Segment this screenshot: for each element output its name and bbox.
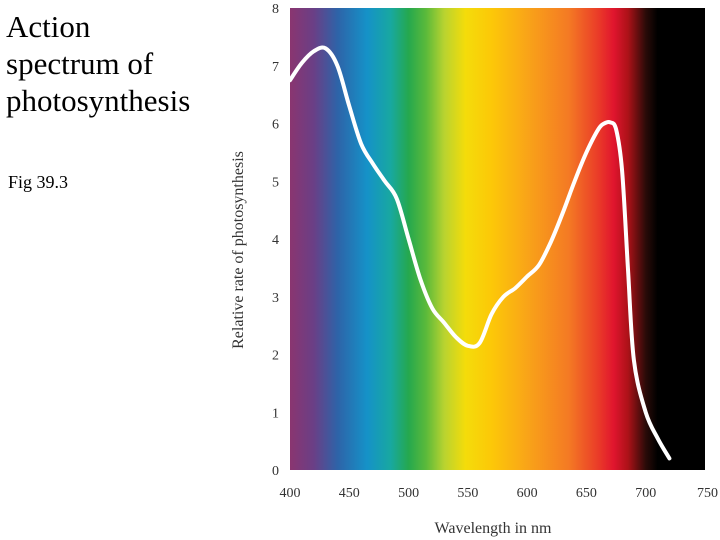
slide-title-line-3: photosynthesis <box>6 83 191 118</box>
y-tick-label: 5 <box>272 175 279 190</box>
x-tick-label: 600 <box>517 486 538 501</box>
y-tick-label: 2 <box>272 349 279 364</box>
y-tick-label: 6 <box>272 118 279 133</box>
y-axis-title: Relative rate of photosynthesis <box>230 151 247 349</box>
x-tick-label: 500 <box>398 486 419 501</box>
x-axis-title: Wavelength in nm <box>435 520 552 537</box>
slide-title-line-2: spectrum of <box>6 46 154 81</box>
y-tick-label: 3 <box>272 291 279 306</box>
series-line <box>288 45 672 461</box>
x-axis-ticks: 400 450 500 550 600 650 700 750 <box>280 486 719 501</box>
y-tick-label: 1 <box>272 406 279 421</box>
x-tick-label: 400 <box>280 486 301 501</box>
x-tick-label: 550 <box>457 486 478 501</box>
y-tick-label: 4 <box>272 233 279 248</box>
y-tick-label: 0 <box>272 464 279 479</box>
x-tick-label: 650 <box>576 486 597 501</box>
x-tick-label: 750 <box>697 486 718 501</box>
spectrum-background <box>290 8 705 470</box>
y-axis-ticks: 0 1 2 3 4 5 6 7 8 <box>272 2 279 479</box>
y-tick-label: 8 <box>272 2 279 17</box>
x-tick-label: 700 <box>635 486 656 501</box>
y-tick-label: 7 <box>272 60 279 75</box>
figure-caption: Fig 39.3 <box>8 172 69 192</box>
x-tick-label: 450 <box>339 486 360 501</box>
slide-title: Action spectrum of photosynthesis <box>6 8 226 119</box>
slide-title-line-1: Action <box>6 9 91 44</box>
